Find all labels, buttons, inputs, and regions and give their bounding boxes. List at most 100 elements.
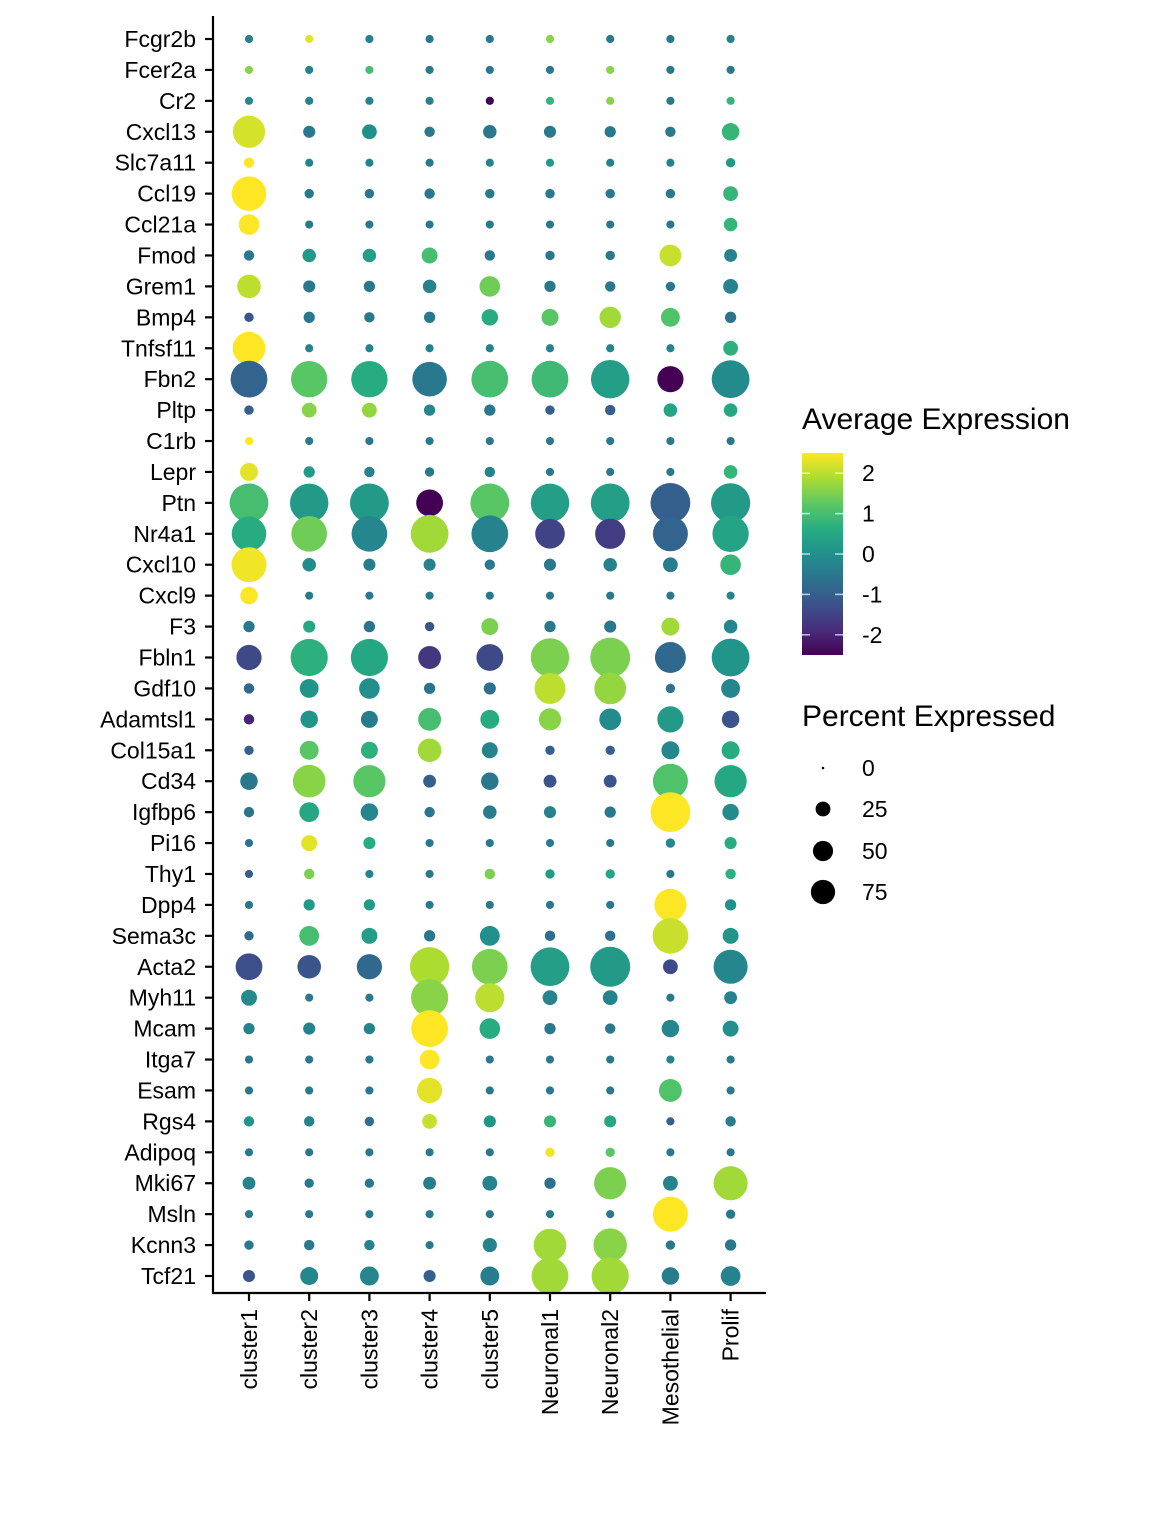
dot-Cr2-cluster2 xyxy=(305,96,314,105)
dot-Col15a1-cluster1 xyxy=(244,745,254,755)
dot-Cxcl9-Neuronal2 xyxy=(606,591,615,600)
dot-Lepr-Prolif xyxy=(723,465,738,479)
dot-Pi16-cluster1 xyxy=(244,838,254,848)
y-tick-label-Msln: Msln xyxy=(147,1201,196,1227)
dot-Cxcl9-cluster1 xyxy=(240,586,258,605)
dot-Grem1-cluster4 xyxy=(422,279,437,294)
x-tick-label-Neuronal1: Neuronal1 xyxy=(537,1309,563,1415)
colorbar-label: 2 xyxy=(862,460,875,486)
dot-Esam-Prolif xyxy=(726,1086,735,1095)
dot-Fbn2-cluster1 xyxy=(230,360,268,398)
dot-Thy1-Neuronal2 xyxy=(605,869,615,879)
dot-Cxcl13-cluster3 xyxy=(362,124,377,140)
dot-Ccl21a-cluster2 xyxy=(305,220,314,229)
dot-Rgs4-cluster4 xyxy=(422,1113,437,1129)
size-key-label: 25 xyxy=(862,796,888,822)
dot-Acta2-Mesothelial xyxy=(663,959,678,975)
dot-Fmod-Prolif xyxy=(724,249,738,262)
dot-Acta2-cluster2 xyxy=(297,954,322,979)
x-tick-label-cluster1: cluster1 xyxy=(236,1309,262,1390)
dot-Cxcl9-cluster3 xyxy=(365,591,374,600)
dot-Fbn2-cluster3 xyxy=(351,361,388,398)
dot-Ccl19-cluster3 xyxy=(364,188,375,199)
dot-Adamtsl1-cluster1 xyxy=(243,714,255,725)
dot-Itga7-cluster5 xyxy=(485,1055,494,1064)
y-axis-ticks: Fcgr2b Fcer2a Cr2 Cxcl13 Slc7a11 Ccl19 Ccl21a F… xyxy=(100,26,213,1289)
size-key-dot xyxy=(821,766,825,770)
dot-Mki67-Neuronal1 xyxy=(544,1177,556,1189)
size-key-dot xyxy=(810,879,836,905)
y-tick-label-Myh11: Myh11 xyxy=(129,985,196,1011)
dot-Ccl19-Mesothelial xyxy=(665,188,676,199)
x-tick-label-cluster3: cluster3 xyxy=(356,1309,382,1390)
y-tick-label-Fcer2a: Fcer2a xyxy=(124,57,196,83)
dot-Bmp4-cluster1 xyxy=(244,312,254,323)
dot-Dpp4-cluster5 xyxy=(485,900,494,909)
dot-Itga7-Mesothelial xyxy=(666,1055,675,1064)
dot-Ccl21a-Neuronal2 xyxy=(606,220,615,229)
dot-Rgs4-cluster5 xyxy=(483,1115,496,1128)
dot-Tnfsf11-Neuronal2 xyxy=(606,344,615,353)
dot-Pi16-cluster5 xyxy=(485,838,494,848)
dot-Ccl21a-cluster5 xyxy=(485,220,494,229)
dot-Tcf21-cluster2 xyxy=(300,1267,319,1285)
dot-Fbln1-cluster5 xyxy=(476,644,504,671)
y-tick-label-Itga7: Itga7 xyxy=(145,1047,196,1073)
dot-Thy1-Mesothelial xyxy=(666,869,675,879)
dot-Fcer2a-cluster3 xyxy=(365,65,374,75)
dot-Tcf21-Mesothelial xyxy=(661,1267,680,1285)
dot-Tcf21-cluster5 xyxy=(480,1266,500,1286)
y-tick-label-Kcnn3: Kcnn3 xyxy=(131,1232,196,1258)
dot-Cxcl10-cluster1 xyxy=(231,547,267,583)
dot-Bmp4-cluster3 xyxy=(364,312,375,323)
size-legend-title: Percent Expressed xyxy=(802,700,1055,733)
dot-Esam-Neuronal1 xyxy=(545,1086,555,1095)
color-legend-title: Average Expression xyxy=(802,403,1070,436)
y-tick-label-F3: F3 xyxy=(169,614,196,640)
dot-Cxcl10-Mesothelial xyxy=(663,557,678,573)
dot-Adipoq-cluster5 xyxy=(485,1148,494,1157)
dot-Acta2-cluster3 xyxy=(356,954,383,980)
dot-Slc7a11-cluster3 xyxy=(365,158,374,167)
dot-Cxcl10-Prolif xyxy=(720,554,741,576)
dot-Sema3c-Prolif xyxy=(722,927,739,944)
dot-Adipoq-cluster4 xyxy=(425,1148,434,1157)
dot-Gdf10-cluster5 xyxy=(483,682,496,695)
dot-Ptn-cluster2 xyxy=(289,483,329,523)
dot-Kcnn3-cluster4 xyxy=(425,1240,434,1250)
dot-Slc7a11-cluster4 xyxy=(425,158,434,167)
dot-C1rb-cluster5 xyxy=(485,436,494,446)
dot-Cr2-cluster5 xyxy=(485,96,494,105)
dot-Tcf21-Neuronal2 xyxy=(591,1257,629,1295)
dot-Igfbp6-Mesothelial xyxy=(650,792,691,833)
dot-Cxcl9-cluster5 xyxy=(485,591,494,600)
dot-Fmod-cluster2 xyxy=(302,248,316,263)
dot-Esam-cluster2 xyxy=(305,1086,314,1095)
dot-Rgs4-Mesothelial xyxy=(666,1117,675,1126)
dot-Slc7a11-Mesothelial xyxy=(666,158,675,167)
dot-Ptn-Prolif xyxy=(710,483,751,523)
y-tick-label-Fbn2: Fbn2 xyxy=(144,366,196,392)
dot-Sema3c-Mesothelial xyxy=(652,917,689,954)
dot-Mcam-cluster2 xyxy=(303,1022,316,1035)
dot-Thy1-cluster2 xyxy=(304,868,315,880)
dot-Myh11-Prolif xyxy=(724,991,738,1005)
dot-Nr4a1-cluster4 xyxy=(410,514,449,553)
dot-Kcnn3-cluster3 xyxy=(364,1239,375,1251)
dot-Gdf10-Prolif xyxy=(721,678,741,698)
dot-Pltp-cluster1 xyxy=(244,405,254,415)
dot-Cr2-Mesothelial xyxy=(666,96,675,105)
y-tick-label-Cd34: Cd34 xyxy=(141,768,196,794)
dot-Ccl19-Prolif xyxy=(723,186,738,202)
dot-Bmp4-Neuronal1 xyxy=(541,308,559,326)
dot-Igfbp6-Prolif xyxy=(722,803,739,821)
colorbar-label: 1 xyxy=(862,501,875,527)
dot-Pi16-Neuronal2 xyxy=(606,838,615,848)
dot-Fbn2-Neuronal1 xyxy=(531,360,569,398)
dot-Sema3c-cluster3 xyxy=(361,927,378,944)
dot-Lepr-cluster3 xyxy=(364,466,375,478)
dot-Rgs4-Neuronal1 xyxy=(543,1115,557,1128)
dot-Adipoq-cluster3 xyxy=(365,1148,374,1157)
colorbar-label: -1 xyxy=(862,581,882,607)
dot-Kcnn3-Neuronal2 xyxy=(593,1228,627,1262)
